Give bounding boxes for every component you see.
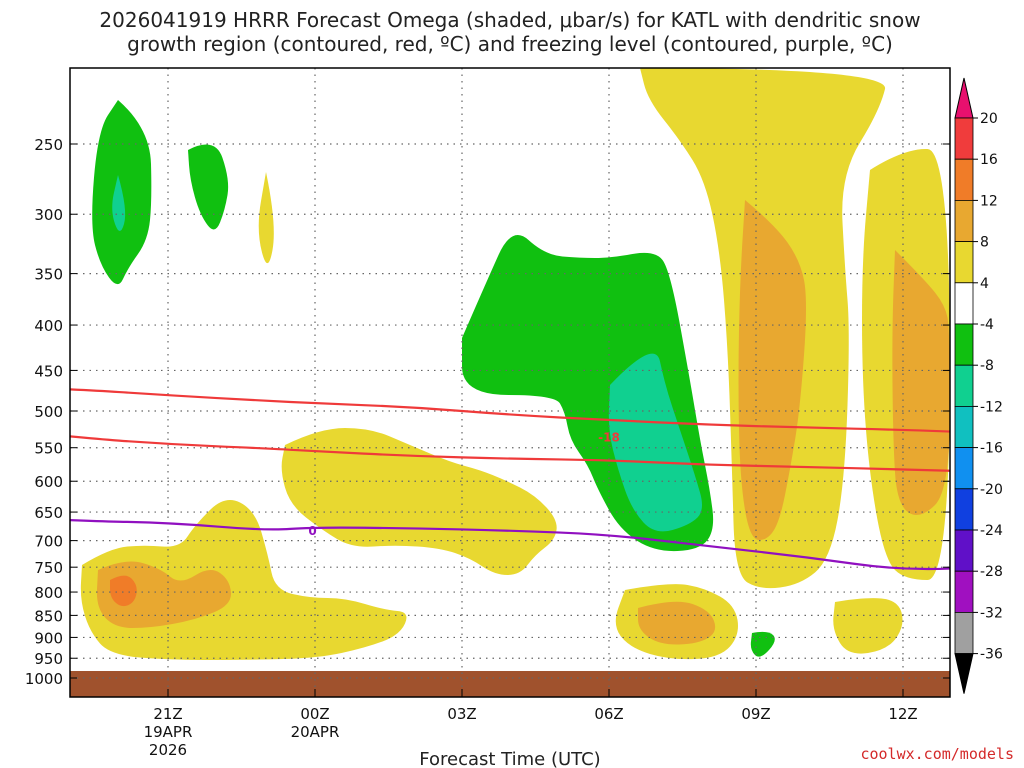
colorbar-label-12: -32 <box>980 605 1003 621</box>
omega-up-moderate-mid <box>608 353 702 532</box>
contour-label-freezing: 0 <box>308 524 316 538</box>
contours: -18 0 <box>70 388 950 571</box>
omega-down-region-mid-level <box>281 428 557 575</box>
colorbar-swatch-1 <box>954 117 974 160</box>
chart-title-line-2: growth region (contoured, red, ºC) and f… <box>127 32 893 56</box>
gridlines <box>70 68 950 697</box>
colorbar-swatch-8 <box>954 405 974 448</box>
colorbar-label-6: -8 <box>980 358 994 374</box>
colorbar-label-9: -20 <box>980 482 1003 498</box>
x-axis-title: Forecast Time (UTC) <box>419 749 600 768</box>
omega-down-strong-low-left <box>110 575 137 607</box>
terrain-below-ground <box>70 671 950 697</box>
y-axis: 250 300 350 400 450 500 550 600 650 700 750 800 850 9… <box>25 136 950 688</box>
colorbar-swatch-3 <box>954 199 974 242</box>
y-tick-label-850: 850 <box>34 607 63 625</box>
y-tick-label-650: 650 <box>34 504 63 522</box>
y-tick-label-400: 400 <box>34 317 63 335</box>
colorbar-label-8: -16 <box>980 441 1003 457</box>
x-tick-year-21Z: 2026 <box>149 741 187 759</box>
x-tick-label-09Z: 09Z <box>741 705 770 723</box>
y-tick-label-600: 600 <box>34 473 63 491</box>
omega-up-region-upper-left-2 <box>188 144 229 230</box>
colorbar-label-13: -36 <box>980 647 1003 663</box>
colorbar-label-0: 20 <box>980 111 998 127</box>
contour-dgz-upper <box>70 388 950 433</box>
x-tick-date-00Z: 20APR <box>291 723 340 741</box>
y-tick-label-500: 500 <box>34 403 63 421</box>
x-tick-label-00Z: 00Z <box>300 705 329 723</box>
colorbar-swatch-12 <box>954 570 974 613</box>
colorbar-label-3: 8 <box>980 235 989 251</box>
colorbar-swatch-4 <box>954 241 974 284</box>
colorbar-swatch-9 <box>954 447 974 490</box>
colorbar-label-2: 12 <box>980 193 998 209</box>
colorbar-swatch-7 <box>954 364 974 407</box>
colorbar-label-10: -24 <box>980 523 1003 539</box>
y-tick-label-900: 900 <box>34 629 63 647</box>
y-tick-label-750: 750 <box>34 559 63 577</box>
y-tick-label-300: 300 <box>34 206 63 224</box>
colorbar-label-4: 4 <box>980 276 989 292</box>
contour-freezing-level <box>70 519 950 571</box>
y-tick-label-700: 700 <box>34 533 63 551</box>
omega-down-region-thin-upper <box>258 172 274 264</box>
omega-up-region-small <box>750 631 775 657</box>
colorbar-label-5: -4 <box>980 317 994 333</box>
colorbar-swatch-6 <box>954 323 974 366</box>
x-tick-label-21Z: 21Z <box>153 705 182 723</box>
y-tick-label-450: 450 <box>34 362 63 380</box>
y-tick-label-950: 950 <box>34 650 63 668</box>
y-tick-label-1000: 1000 <box>25 670 63 688</box>
x-tick-date-21Z: 19APR <box>144 723 193 741</box>
colorbar-label-7: -12 <box>980 399 1003 415</box>
omega-up-moderate-upper-left <box>112 175 126 231</box>
colorbar-top-arrow <box>954 77 974 119</box>
omega-down-moderate-low-center <box>638 601 716 645</box>
x-tick-label-06Z: 06Z <box>594 705 623 723</box>
y-tick-label-800: 800 <box>34 584 63 602</box>
y-tick-label-550: 550 <box>34 440 63 458</box>
y-tick-label-350: 350 <box>34 266 63 284</box>
colorbar-swatch-11 <box>954 529 974 572</box>
colorbar-swatch-5 <box>954 282 974 325</box>
colorbar-label-1: 16 <box>980 152 998 168</box>
colorbar-swatch-13 <box>954 612 974 655</box>
credit-text[interactable]: coolwx.com/models <box>860 745 1014 763</box>
x-tick-label-03Z: 03Z <box>447 705 476 723</box>
chart-title-line-1: 2026041919 HRRR Forecast Omega (shaded, … <box>99 8 920 32</box>
contour-label-dgz: -18 <box>598 430 620 444</box>
colorbar-bottom-arrow <box>954 653 974 694</box>
colorbar-swatch-10 <box>954 488 974 531</box>
omega-down-region-low-right <box>833 598 903 654</box>
colorbar-swatch-2 <box>954 158 974 201</box>
plot-border <box>69 67 951 698</box>
y-tick-label-250: 250 <box>34 136 63 154</box>
x-tick-label-12Z: 12Z <box>888 705 917 723</box>
plot-area <box>70 68 950 697</box>
omega-down-moderate-right-edge <box>892 250 950 515</box>
contour-dgz-lower <box>70 435 950 472</box>
colorbar-label-11: -28 <box>980 564 1003 580</box>
colorbar: 20 16 12 8 4 -4 -8 -12 -16 -20 -24 -28 -32 -36 <box>954 77 1003 694</box>
